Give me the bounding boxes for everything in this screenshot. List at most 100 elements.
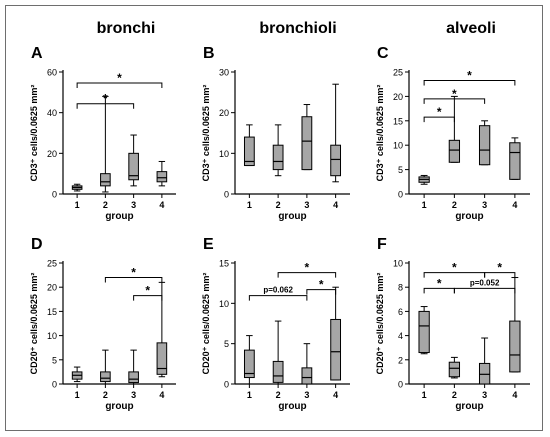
box-e-0 (243, 349, 255, 379)
significance-label-c-1: * (452, 87, 457, 101)
box-b-3 (330, 144, 342, 177)
x-tick-label-f-3: 4 (512, 390, 517, 400)
panel-letter-a: A (31, 45, 43, 62)
y-tick-label-d-2: 10 (47, 331, 57, 341)
x-tick-label-c-3: 4 (512, 200, 517, 210)
x-tick-label-f-0: 1 (422, 390, 427, 400)
significance-bracket-c-1 (423, 98, 486, 104)
box-f-1 (448, 361, 461, 378)
y-axis-title-e: CD20⁺ cells/0.0625 mm² (201, 273, 211, 375)
box-f-2 (478, 362, 491, 385)
significance-label-e-2: * (319, 278, 324, 292)
panel-letter-d: D (31, 236, 43, 253)
significance-bracket-f-2 (453, 287, 516, 294)
box-f-3 (509, 320, 521, 373)
y-tick-label-c-1: 5 (398, 165, 403, 175)
x-tick-label-d-3: 4 (159, 390, 164, 400)
significance-bracket-a-1 (76, 103, 135, 109)
box-d-3 (156, 342, 168, 375)
significance-bracket-e-0 (277, 272, 337, 278)
box-c-1 (448, 139, 461, 163)
x-axis-title-a: group (105, 211, 133, 222)
x-axis-title-e: group (278, 401, 306, 412)
box-f-0 (418, 310, 430, 354)
y-tick-label-c-2: 10 (393, 141, 403, 151)
significance-label-e-1: p=0.062 (263, 286, 293, 295)
significance-bracket-c-0 (423, 80, 516, 86)
box-c-2 (478, 125, 491, 166)
box-e-1 (272, 360, 284, 383)
y-tick-label-f-0: 0 (398, 380, 403, 390)
y-tick-label-d-5: 25 (47, 259, 57, 269)
x-tick-label-a-0: 1 (75, 200, 80, 210)
y-axis-title-c: CD3⁺ cells/0.0625 mm² (375, 85, 385, 182)
y-tick-label-b-1: 10 (219, 149, 229, 159)
significance-label-a-1: * (103, 92, 108, 106)
panel-letter-b: B (203, 45, 215, 62)
significance-label-f-0: * (452, 261, 457, 275)
significance-label-d-0: * (131, 266, 136, 280)
panel-letter-c: C (377, 45, 389, 62)
x-tick-label-f-1: 2 (452, 390, 457, 400)
significance-bracket-f-3 (423, 287, 455, 294)
y-tick-label-c-4: 20 (393, 92, 403, 102)
significance-bracket-d-0 (104, 277, 163, 283)
significance-bracket-d-1 (133, 295, 163, 301)
y-tick-label-f-2: 4 (398, 331, 403, 341)
x-tick-label-d-0: 1 (75, 390, 80, 400)
significance-bracket-e-1 (248, 295, 308, 301)
x-tick-label-c-2: 3 (482, 200, 487, 210)
y-tick-label-d-3: 15 (47, 307, 57, 317)
y-tick-label-a-0: 0 (52, 190, 57, 200)
x-tick-label-e-3: 4 (333, 390, 338, 400)
x-axis-title-c: group (455, 211, 483, 222)
x-tick-label-c-0: 1 (422, 200, 427, 210)
significance-bracket-a-0 (76, 82, 163, 88)
y-tick-label-c-3: 15 (393, 116, 403, 126)
y-tick-label-b-2: 20 (219, 108, 229, 118)
x-tick-label-a-2: 3 (131, 200, 136, 210)
y-tick-label-e-0: 0 (224, 380, 229, 390)
x-tick-label-a-3: 4 (159, 200, 164, 210)
y-axis-title-f: CD20⁺ cells/0.0625 mm² (375, 273, 385, 375)
y-tick-label-b-0: 0 (224, 190, 229, 200)
x-tick-label-e-2: 3 (304, 390, 309, 400)
significance-label-f-3: * (437, 276, 442, 290)
significance-label-a-0: * (117, 71, 122, 85)
x-tick-label-b-1: 2 (276, 200, 281, 210)
x-axis-title-b: group (278, 211, 306, 222)
box-c-3 (509, 142, 521, 180)
y-axis-title-b: CD3⁺ cells/0.0625 mm² (201, 85, 211, 182)
y-tick-label-e-1: 5 (224, 339, 229, 349)
y-axis-title-a: CD3⁺ cells/0.0625 mm² (29, 85, 39, 182)
x-tick-label-b-0: 1 (247, 200, 252, 210)
y-tick-label-d-1: 5 (52, 355, 57, 365)
x-axis-title-d: group (105, 401, 133, 412)
box-a-2 (128, 152, 139, 181)
box-b-2 (301, 116, 313, 171)
region-title-bronchioli: bronchioli (259, 20, 337, 37)
box-b-0 (243, 136, 255, 167)
y-tick-label-f-5: 10 (393, 259, 403, 269)
x-tick-label-e-1: 2 (276, 390, 281, 400)
y-tick-label-e-3: 15 (219, 259, 229, 269)
x-axis-title-f: group (455, 401, 483, 412)
y-tick-label-a-1: 20 (47, 149, 57, 159)
box-a-3 (156, 171, 168, 183)
box-a-1 (100, 173, 111, 187)
x-tick-label-c-1: 2 (452, 200, 457, 210)
y-tick-label-f-4: 8 (398, 283, 403, 293)
y-tick-label-c-5: 25 (393, 68, 403, 78)
box-e-2 (301, 367, 313, 385)
significance-label-f-1: * (497, 261, 502, 275)
x-tick-label-b-3: 4 (333, 200, 338, 210)
y-tick-label-f-3: 6 (398, 307, 403, 317)
significance-label-f-2: p=0.052 (470, 278, 500, 287)
panel-letter-e: E (203, 236, 214, 253)
x-tick-label-f-2: 3 (482, 390, 487, 400)
box-d-1 (100, 371, 111, 383)
y-tick-label-d-4: 20 (47, 283, 57, 293)
x-tick-label-a-1: 2 (103, 200, 108, 210)
region-title-alveoli: alveoli (446, 20, 496, 37)
